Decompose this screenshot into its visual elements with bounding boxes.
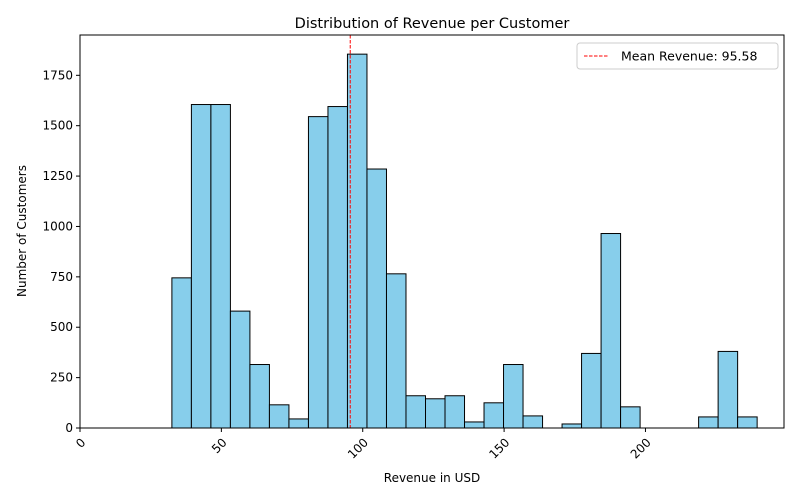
histogram-bar-27 [698, 416, 719, 429]
x-axis-label: Revenue in USD [384, 471, 480, 485]
histogram-bar-22 [600, 233, 622, 429]
histogram-bar-1 [190, 104, 212, 429]
histogram-bar-4 [249, 364, 270, 429]
histogram-bar-0 [171, 277, 192, 429]
histogram-bar-20 [561, 423, 583, 429]
y-axis: 0 250 500 750 1000 1250 1500 1750 [42, 68, 80, 435]
histogram-bar-14 [444, 395, 466, 429]
histogram-bar-21 [581, 352, 602, 429]
y-tick-label-6: 1500 [42, 119, 73, 133]
histogram-bar-12 [405, 395, 426, 429]
y-tick-label-7: 1750 [42, 68, 73, 82]
legend-entry-mean-revenue: Mean Revenue: 95.58 [621, 49, 757, 64]
y-tick-label-2: 500 [50, 320, 73, 334]
histogram-bar-18 [522, 415, 544, 429]
plot-frame [79, 34, 785, 429]
histogram-bar-6 [288, 418, 309, 429]
histogram-bar-7 [307, 116, 329, 429]
y-tick-label-4: 1000 [42, 219, 73, 233]
histogram-bar-10 [366, 168, 387, 429]
histogram-bar-17 [503, 364, 524, 429]
histogram-bar-28 [717, 350, 739, 429]
histogram-bar-13 [425, 398, 446, 429]
histogram-bar-5 [268, 404, 290, 429]
y-tick-label-5: 1250 [42, 169, 73, 183]
chart-title: Distribution of Revenue per Customer [295, 16, 570, 32]
y-tick-label-0: 0 [65, 421, 73, 435]
histogram-bar-15 [464, 421, 485, 429]
y-tick-label-3: 750 [50, 270, 73, 284]
histogram-bar-11 [385, 273, 407, 429]
bars-layer [171, 53, 758, 429]
histogram-bar-29 [737, 416, 758, 429]
histogram-bar-3 [229, 310, 251, 429]
legend-box [576, 42, 779, 70]
legend: Mean Revenue: 95.58 [576, 42, 779, 70]
y-axis-label: Number of Customers [15, 165, 29, 297]
x-axis: 0 50 100 150 200 [73, 428, 654, 462]
histogram-bar-2 [210, 104, 231, 429]
histogram-bar-16 [483, 402, 505, 429]
histogram-bar-23 [620, 406, 641, 429]
y-tick-label-1: 250 [50, 371, 73, 385]
histogram-bar-8 [327, 106, 348, 429]
